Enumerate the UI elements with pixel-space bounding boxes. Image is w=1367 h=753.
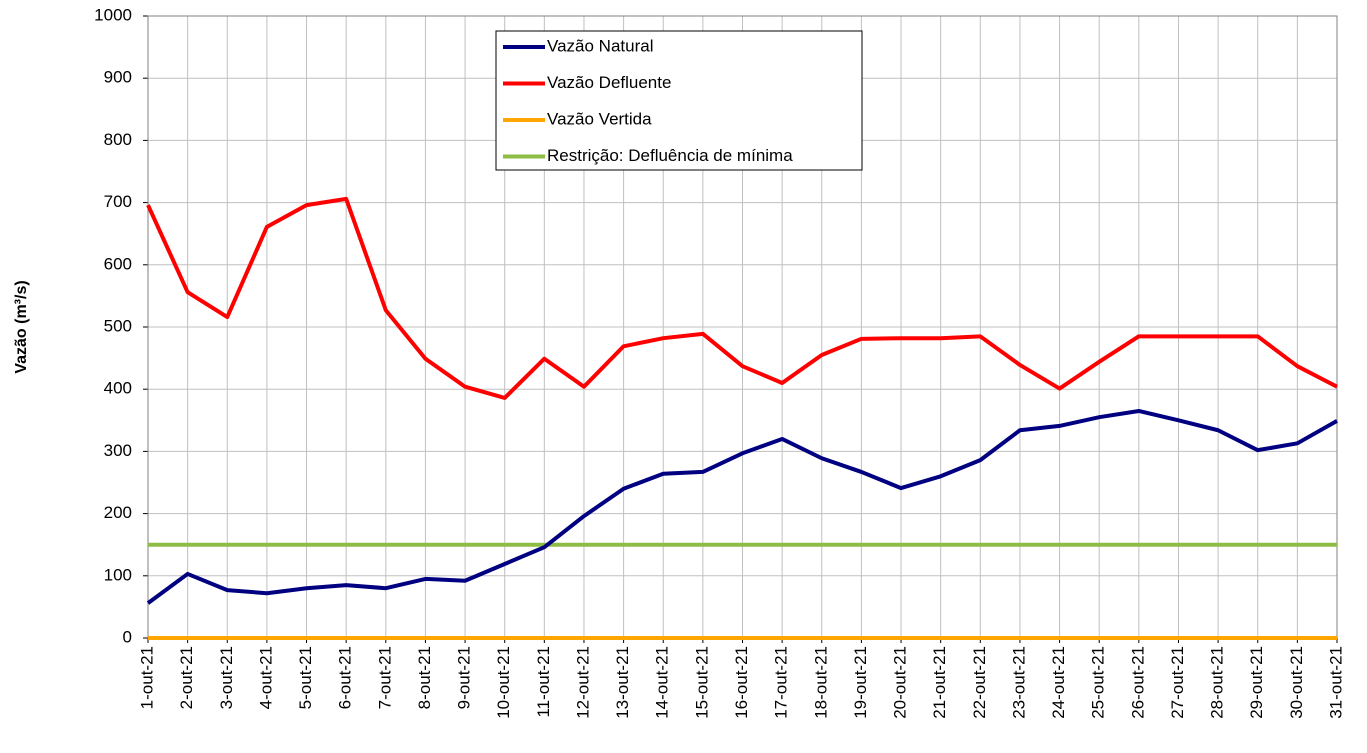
- x-tick-label: 24-out-21: [1049, 646, 1068, 719]
- x-tick-label: 15-out-21: [692, 646, 711, 719]
- x-tick-label: 4-out-21: [256, 646, 275, 709]
- x-tick-label: 9-out-21: [455, 646, 474, 709]
- y-tick-label: 100: [104, 565, 132, 584]
- y-tick-label: 1000: [94, 5, 132, 24]
- y-tick-label: 600: [104, 254, 132, 273]
- legend-label: Vazão Vertida: [547, 109, 652, 128]
- x-tick-label: 28-out-21: [1208, 646, 1227, 719]
- x-tick-label: 19-out-21: [851, 646, 870, 719]
- x-tick-label: 13-out-21: [613, 646, 632, 719]
- y-tick-label: 700: [104, 192, 132, 211]
- x-tick-label: 25-out-21: [1089, 646, 1108, 719]
- legend-label: Vazão Natural: [547, 36, 653, 55]
- y-tick-label: 800: [104, 130, 132, 149]
- x-tick-label: 16-out-21: [732, 646, 751, 719]
- y-tick-label: 500: [104, 316, 132, 335]
- x-tick-label: 17-out-21: [772, 646, 791, 719]
- x-tick-label: 14-out-21: [653, 646, 672, 719]
- x-tick-label: 12-out-21: [573, 646, 592, 719]
- x-tick-label: 5-out-21: [296, 646, 315, 709]
- x-tick-label: 22-out-21: [970, 646, 989, 719]
- x-tick-label: 21-out-21: [930, 646, 949, 719]
- y-tick-label: 300: [104, 441, 132, 460]
- y-tick-label: 900: [104, 68, 132, 87]
- x-tick-label: 2-out-21: [177, 646, 196, 709]
- legend-label: Vazão Defluente: [547, 73, 671, 92]
- x-tick-label: 8-out-21: [415, 646, 434, 709]
- x-tick-label: 26-out-21: [1128, 646, 1147, 719]
- y-axis-title: Vazão (m³/s): [13, 280, 30, 373]
- series-line: [146, 196, 1338, 400]
- x-tick-label: 31-out-21: [1326, 646, 1345, 719]
- x-tick-label: 6-out-21: [336, 646, 355, 709]
- y-tick-label: 400: [104, 379, 132, 398]
- x-tick-label: 3-out-21: [217, 646, 236, 709]
- legend-box: [495, 30, 863, 171]
- x-tick-label: 23-out-21: [1009, 646, 1028, 719]
- x-tick-label: 30-out-21: [1287, 646, 1306, 719]
- x-tick-label: 20-out-21: [891, 646, 910, 719]
- y-tick-label: 0: [123, 627, 132, 646]
- legend-label: Restrição: Defluência de mínima: [547, 146, 793, 165]
- x-tick-label: 27-out-21: [1168, 646, 1187, 719]
- x-tick-label: 7-out-21: [375, 646, 394, 709]
- x-tick-label: 18-out-21: [811, 646, 830, 719]
- x-tick-label: 29-out-21: [1247, 646, 1266, 719]
- series-line: [146, 408, 1338, 605]
- y-tick-label: 200: [104, 503, 132, 522]
- x-tick-label: 11-out-21: [534, 646, 553, 718]
- x-tick-label: 1-out-21: [137, 646, 156, 709]
- x-tick-label: 10-out-21: [494, 646, 513, 719]
